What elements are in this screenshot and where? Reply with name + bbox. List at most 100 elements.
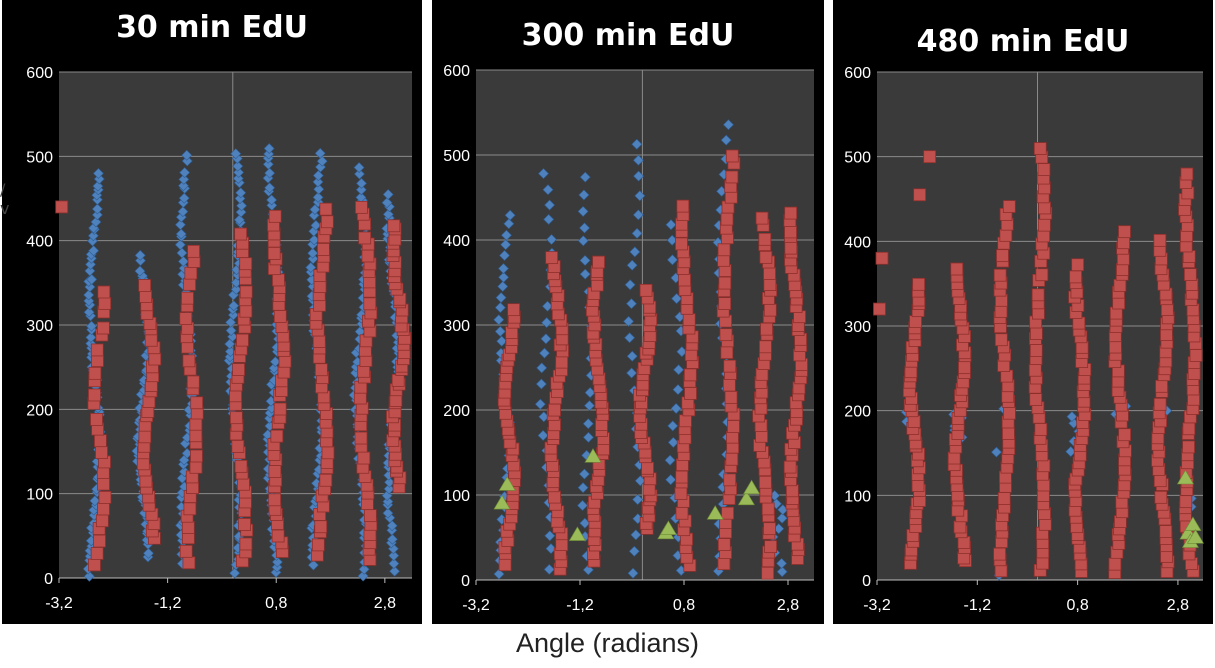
data-point-square — [923, 150, 937, 164]
data-point-square — [363, 509, 377, 523]
data-point-square — [759, 250, 773, 264]
data-point-diamond — [579, 222, 590, 234]
data-point-square — [761, 502, 775, 516]
data-point-diamond — [174, 239, 186, 251]
data-point-square — [760, 322, 773, 336]
data-point-diamond — [633, 170, 645, 182]
data-point-square — [784, 206, 798, 220]
data-point-diamond — [382, 507, 394, 519]
data-point-square — [911, 479, 925, 492]
data-point-square — [555, 538, 569, 551]
panel-480min: 480 min EdU 0 100 200 300 400 500 600 -3,2 -1,2 0… — [833, 0, 1213, 624]
data-point-diamond — [545, 543, 557, 555]
data-point-diamond — [633, 154, 644, 166]
data-point-square — [1179, 495, 1193, 509]
data-point-square — [1038, 201, 1051, 215]
data-point-square — [1109, 340, 1122, 354]
data-point-diamond — [630, 529, 642, 541]
data-point-diamond — [232, 173, 244, 184]
data-point-diamond — [175, 219, 186, 231]
data-point-square — [997, 492, 1011, 505]
data-point-square — [312, 335, 326, 348]
y-tick-label: 0 — [862, 573, 871, 590]
data-point-diamond — [232, 160, 244, 172]
data-point-square — [190, 449, 203, 463]
data-point-square — [236, 333, 249, 347]
data-point-square — [232, 363, 245, 376]
data-point-square — [319, 473, 333, 487]
data-point-diamond — [577, 235, 589, 247]
data-point-triangle — [743, 479, 761, 495]
data-point-diamond — [497, 281, 509, 292]
data-point-square — [548, 490, 561, 504]
data-point-diamond — [353, 162, 365, 173]
data-point-square — [907, 415, 921, 428]
data-point-diamond — [388, 550, 400, 562]
data-point-diamond — [776, 512, 788, 524]
data-point-square — [187, 244, 200, 258]
y-tick-label: 100 — [26, 487, 53, 504]
data-point-square — [725, 452, 739, 466]
data-point-square — [950, 262, 964, 276]
data-point-diamond — [544, 199, 555, 211]
data-point-square — [317, 243, 330, 256]
data-point-square — [229, 389, 243, 403]
data-point-square — [138, 279, 152, 292]
data-point-square — [273, 402, 287, 416]
data-point-diamond — [312, 191, 324, 203]
data-point-square — [1153, 397, 1167, 411]
data-point-square — [758, 475, 772, 489]
x-tick-label: 0,8 — [265, 595, 287, 612]
data-point-diamond — [631, 227, 643, 239]
data-point-square — [139, 290, 153, 303]
data-point-diamond — [537, 430, 549, 441]
data-point-square — [1187, 367, 1201, 380]
data-point-square — [1159, 525, 1173, 538]
data-point-diamond — [225, 325, 237, 336]
data-point-diamond — [175, 228, 187, 240]
data-point-diamond — [382, 189, 394, 200]
data-point-diamond — [263, 143, 275, 154]
data-point-square — [354, 431, 368, 445]
data-point-square — [181, 291, 194, 305]
data-point-diamond — [386, 520, 398, 532]
data-point-diamond — [181, 149, 193, 161]
data-point-square — [873, 302, 886, 316]
data-point-square — [999, 228, 1013, 242]
data-point-square — [268, 209, 282, 223]
data-point-diamond — [84, 265, 96, 277]
data-point-diamond — [541, 317, 553, 329]
data-point-diamond — [535, 378, 547, 390]
data-point-square — [727, 420, 740, 433]
data-point-diamond — [498, 271, 510, 283]
data-point-square — [136, 457, 150, 471]
data-point-diamond — [544, 530, 556, 542]
data-point-square — [1113, 278, 1127, 292]
data-point-square — [238, 518, 251, 531]
data-point-square — [278, 354, 292, 368]
data-point-diamond — [628, 545, 640, 557]
data-point-diamond — [626, 367, 638, 379]
data-point-triangle — [493, 494, 511, 510]
data-point-square — [994, 564, 1008, 578]
data-point-square — [272, 273, 285, 287]
chart-30min: 0 100 200 300 400 500 600 -3,2 -1,2 0,8 2,8 — [26, 65, 412, 612]
data-point-square — [763, 278, 777, 292]
data-point-diamond — [264, 182, 276, 194]
data-point-diamond — [536, 362, 548, 374]
data-point-square — [1118, 225, 1131, 239]
data-point-diamond — [307, 247, 319, 259]
x-tick-label: 2,8 — [374, 595, 396, 612]
data-point-diamond — [496, 335, 508, 347]
data-point-square — [684, 387, 697, 400]
data-point-diamond — [494, 326, 506, 337]
data-point-square — [314, 363, 328, 377]
data-point-square — [91, 354, 104, 367]
data-point-square — [97, 502, 110, 516]
data-point-square — [1029, 327, 1043, 340]
data-point-diamond — [356, 177, 367, 189]
data-point-square — [321, 446, 335, 460]
data-point-square — [98, 491, 112, 504]
data-point-diamond — [776, 558, 788, 569]
data-point-diamond — [178, 180, 189, 192]
